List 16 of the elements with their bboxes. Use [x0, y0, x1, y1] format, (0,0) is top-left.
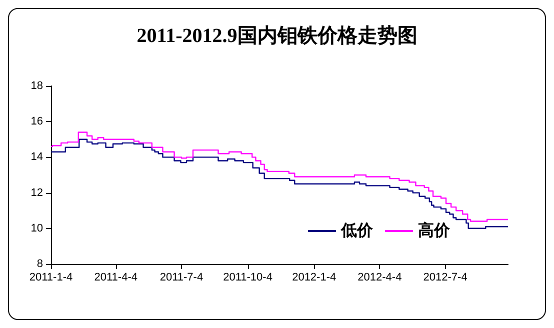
- y-tick-label: 18: [30, 80, 43, 92]
- x-tick-label: 2012-4-4: [358, 272, 402, 284]
- y-tick-label: 10: [30, 222, 43, 234]
- y-tick-label: 16: [30, 116, 43, 128]
- x-tick-label: 2011-4-4: [94, 272, 138, 284]
- y-tick-label: 8: [36, 258, 43, 270]
- chart-title: 2011-2012.9国内钼铁价格走势图: [136, 25, 418, 47]
- legend-label: 高价: [418, 220, 451, 240]
- y-tick-label: 14: [30, 151, 43, 164]
- x-tick-label: 2011-1-4: [29, 272, 73, 284]
- x-tick-label: 2011-10-4: [223, 272, 272, 284]
- y-tick-label: 12: [30, 186, 43, 199]
- legend-label: 低价: [340, 222, 374, 240]
- x-tick-label: 2011-7-4: [160, 272, 204, 284]
- x-tick-label: 2012-7-4: [423, 272, 468, 284]
- x-tick-label: 2012-1-4: [292, 272, 336, 284]
